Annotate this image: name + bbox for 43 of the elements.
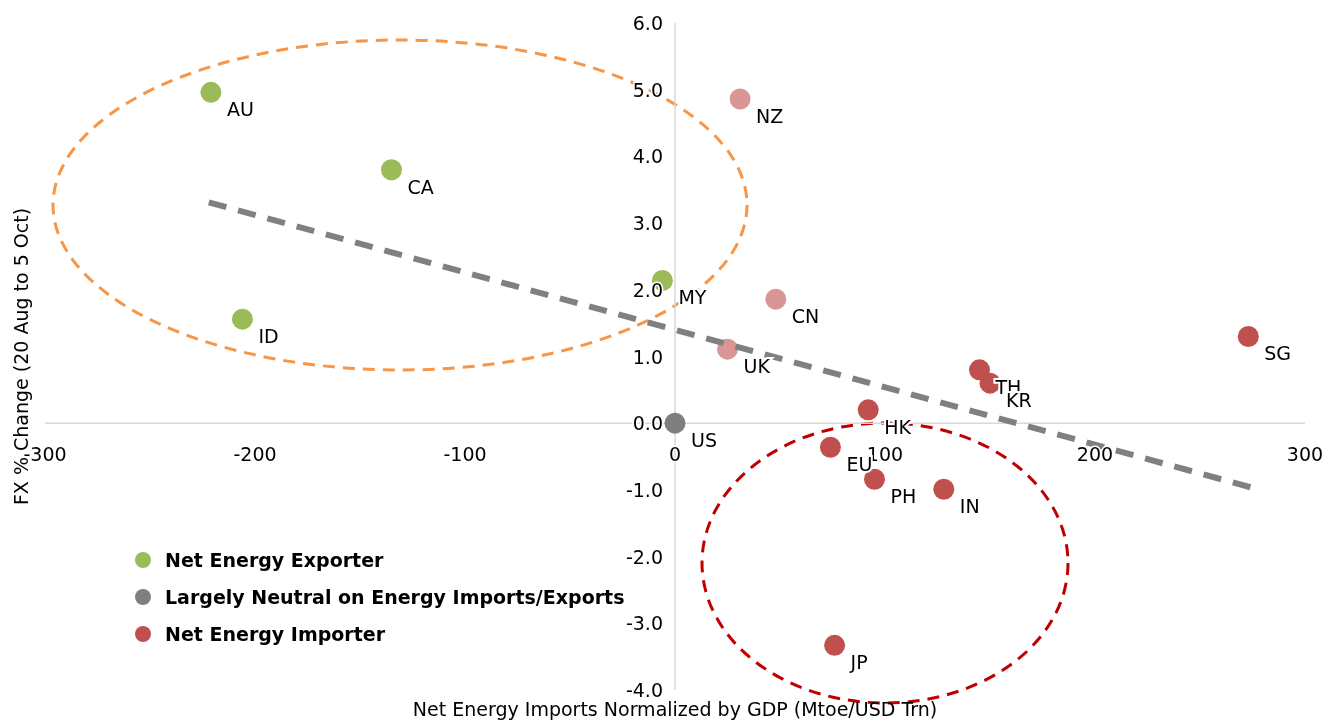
- x-tick-label: 200: [1076, 443, 1114, 466]
- point: [819, 436, 841, 458]
- point: [765, 288, 787, 310]
- y-tick-label: 4.0: [632, 145, 663, 168]
- annotation: CA: [407, 175, 434, 198]
- y-tick-label: -3.0: [625, 612, 663, 635]
- point: [729, 88, 751, 110]
- point: [381, 159, 402, 181]
- y-tick-label: -2.0: [625, 545, 663, 568]
- x-tick-label: 0: [668, 443, 682, 466]
- y-tick-label: 3.0: [632, 212, 663, 235]
- annotation: IN: [959, 495, 980, 518]
- legend-label: Net Energy Exporter: [165, 549, 385, 571]
- y-tick-label: -4.0: [625, 679, 663, 701]
- point: [231, 308, 253, 330]
- y-tick-label: 0.0: [632, 412, 663, 435]
- x-tick-label: -100: [443, 443, 487, 466]
- annotation: CN: [791, 305, 820, 328]
- point: [200, 81, 222, 103]
- annotation: JP: [849, 651, 868, 674]
- annotation: MY: [678, 286, 707, 309]
- point: [664, 412, 686, 434]
- y-tick-label: 2.0: [632, 278, 663, 301]
- y-tick-label: 6.0: [632, 12, 663, 34]
- point: [969, 359, 990, 381]
- annotation: US: [691, 429, 717, 452]
- point: [933, 478, 955, 500]
- annotation: PH: [890, 485, 917, 508]
- x-tick-label: -200: [233, 443, 277, 466]
- x-tick-label: 300: [1286, 443, 1324, 466]
- annotation: UK: [743, 355, 771, 378]
- point: [1237, 325, 1259, 347]
- legend-label: Largely Neutral on Energy Imports/Exports: [165, 586, 625, 608]
- annotation: AU: [226, 98, 254, 121]
- legend-label: Net Energy Importer: [165, 623, 386, 645]
- y-tick-label: -1.0: [625, 478, 663, 501]
- x-axis-title: Net Energy Imports Normalized by GDP (Mtoe/USD Trn): [412, 698, 938, 720]
- point: [857, 399, 879, 421]
- annotation: NZ: [756, 105, 784, 128]
- annotation: ID: [258, 325, 279, 348]
- annotation: SG: [1264, 342, 1292, 365]
- point: [824, 634, 846, 656]
- y-tick-label: 1.0: [632, 345, 663, 368]
